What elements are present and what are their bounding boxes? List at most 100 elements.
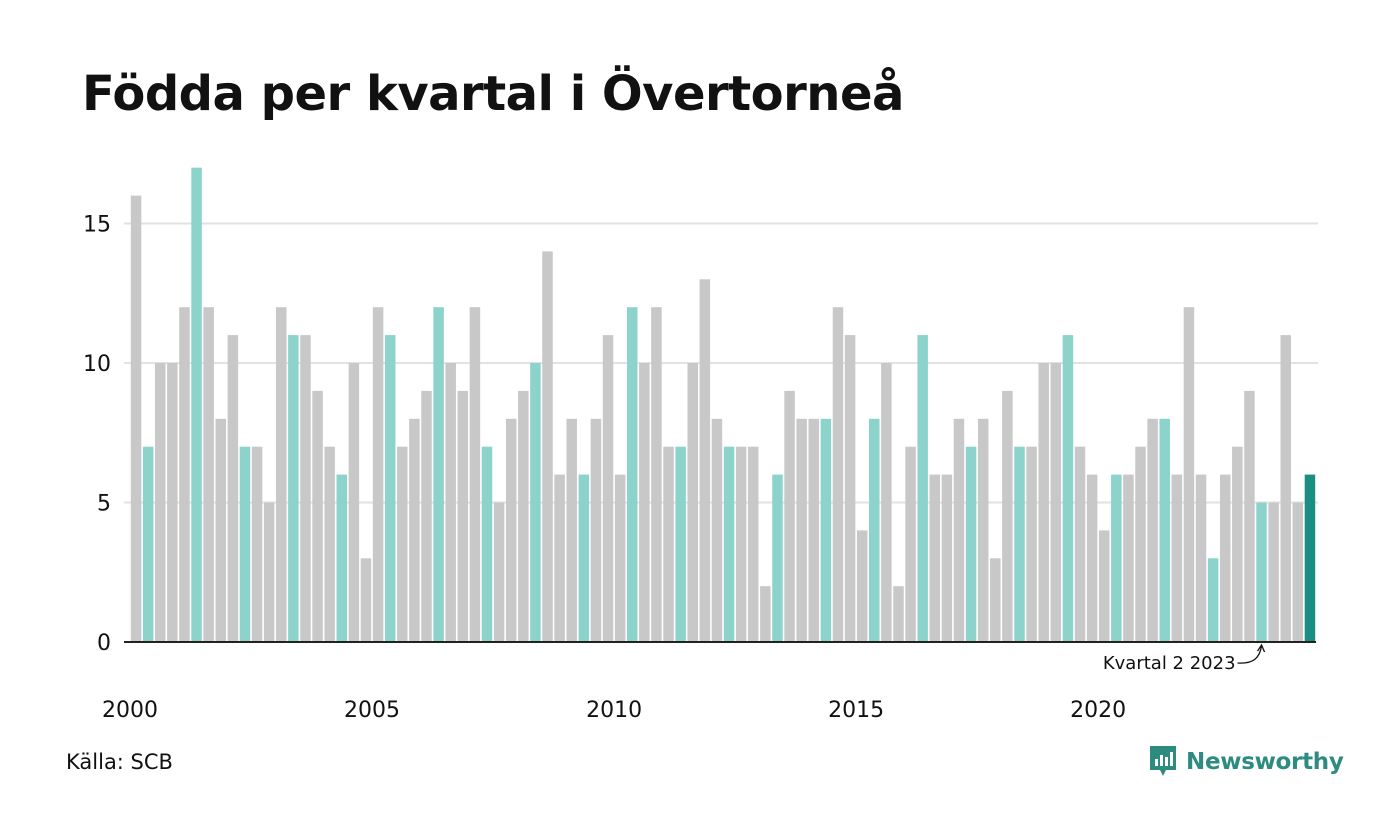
bar — [953, 418, 965, 642]
bar — [723, 446, 735, 642]
bar — [602, 335, 614, 642]
bar — [772, 474, 783, 642]
tick-labels: 0 5 10 15 2000 2005 2010 2015 2020 — [83, 213, 1126, 724]
bar — [1026, 446, 1037, 642]
bar — [711, 418, 723, 642]
bar — [893, 586, 904, 642]
x-tick-label: 2005 — [344, 698, 400, 723]
x-tick-label: 2000 — [102, 698, 158, 723]
bar — [1171, 474, 1183, 642]
y-tick-label: 15 — [83, 213, 111, 238]
bar — [215, 418, 227, 642]
annotation-label: Kvartal 2 2023 — [1103, 653, 1236, 674]
bar — [239, 446, 251, 642]
bar — [457, 390, 469, 642]
bar — [554, 474, 565, 642]
bar — [1086, 474, 1098, 642]
bar — [941, 474, 953, 642]
bar — [832, 307, 844, 642]
bar — [614, 474, 626, 642]
y-tick-label: 0 — [97, 631, 111, 656]
bar — [348, 363, 360, 642]
source-credit: Källa: SCB — [66, 750, 173, 774]
bar — [856, 530, 868, 642]
bar — [965, 446, 977, 642]
bar — [1002, 390, 1013, 642]
bar — [300, 335, 311, 642]
bar — [869, 418, 880, 642]
bar — [881, 363, 892, 642]
bar — [1098, 530, 1110, 642]
bar — [1014, 446, 1025, 642]
bar — [227, 335, 239, 642]
bar — [1183, 307, 1195, 642]
bar — [288, 335, 299, 642]
bar — [1256, 502, 1267, 642]
brand-name: Newsworthy — [1186, 749, 1344, 775]
bar — [130, 195, 142, 642]
bar — [142, 446, 154, 642]
bar — [820, 418, 832, 642]
bar — [977, 418, 989, 642]
bar — [929, 474, 941, 642]
bar — [1111, 474, 1122, 642]
bar — [663, 446, 674, 642]
bar — [1038, 363, 1049, 642]
bar — [276, 307, 287, 642]
y-tick-label: 5 — [97, 492, 111, 517]
x-tick-label: 2020 — [1070, 698, 1126, 723]
bar — [433, 307, 444, 642]
bar-chart-speech-bubble-icon — [1150, 746, 1176, 776]
bar — [518, 390, 529, 642]
bar — [179, 307, 190, 642]
bar — [1147, 418, 1158, 642]
brand-logo: Newsworthy — [1148, 744, 1344, 780]
bar — [155, 363, 166, 642]
bar — [421, 390, 432, 642]
bar — [167, 363, 178, 642]
bar — [372, 307, 384, 642]
bar — [760, 586, 771, 642]
bar — [735, 446, 747, 642]
annotation: Kvartal 2 2023 — [1103, 643, 1266, 674]
bar — [542, 251, 553, 642]
bar — [1074, 446, 1086, 642]
bar — [1062, 335, 1074, 642]
y-tick-label: 10 — [83, 352, 111, 377]
bar — [530, 363, 541, 642]
bar — [360, 558, 372, 642]
bar — [639, 363, 650, 642]
bar — [1292, 502, 1304, 642]
bar — [905, 446, 916, 642]
chart-title: Födda per kvartal i Övertorneå — [82, 66, 904, 122]
bar — [844, 335, 856, 642]
bar — [651, 307, 662, 642]
bar — [590, 418, 602, 642]
bar — [1207, 558, 1219, 642]
bar — [1123, 474, 1134, 642]
bar — [687, 363, 698, 642]
bar — [1268, 502, 1279, 642]
bar — [748, 446, 759, 642]
bar — [324, 446, 335, 642]
bar — [505, 418, 517, 642]
bar — [336, 474, 348, 642]
bar — [1232, 446, 1243, 642]
bar — [808, 418, 820, 642]
bar — [699, 279, 711, 642]
bar — [469, 307, 481, 642]
bar — [1280, 335, 1291, 642]
x-tick-label: 2015 — [828, 698, 884, 723]
bar — [493, 502, 505, 642]
bar — [409, 418, 420, 642]
bar — [1195, 474, 1207, 642]
bar — [203, 307, 214, 642]
bar — [675, 446, 686, 642]
bar — [796, 418, 807, 642]
bar — [1304, 474, 1316, 642]
bar — [481, 446, 493, 642]
bar — [578, 474, 590, 642]
x-tick-label: 2010 — [586, 698, 642, 723]
bar — [566, 418, 577, 642]
bar — [445, 363, 456, 642]
